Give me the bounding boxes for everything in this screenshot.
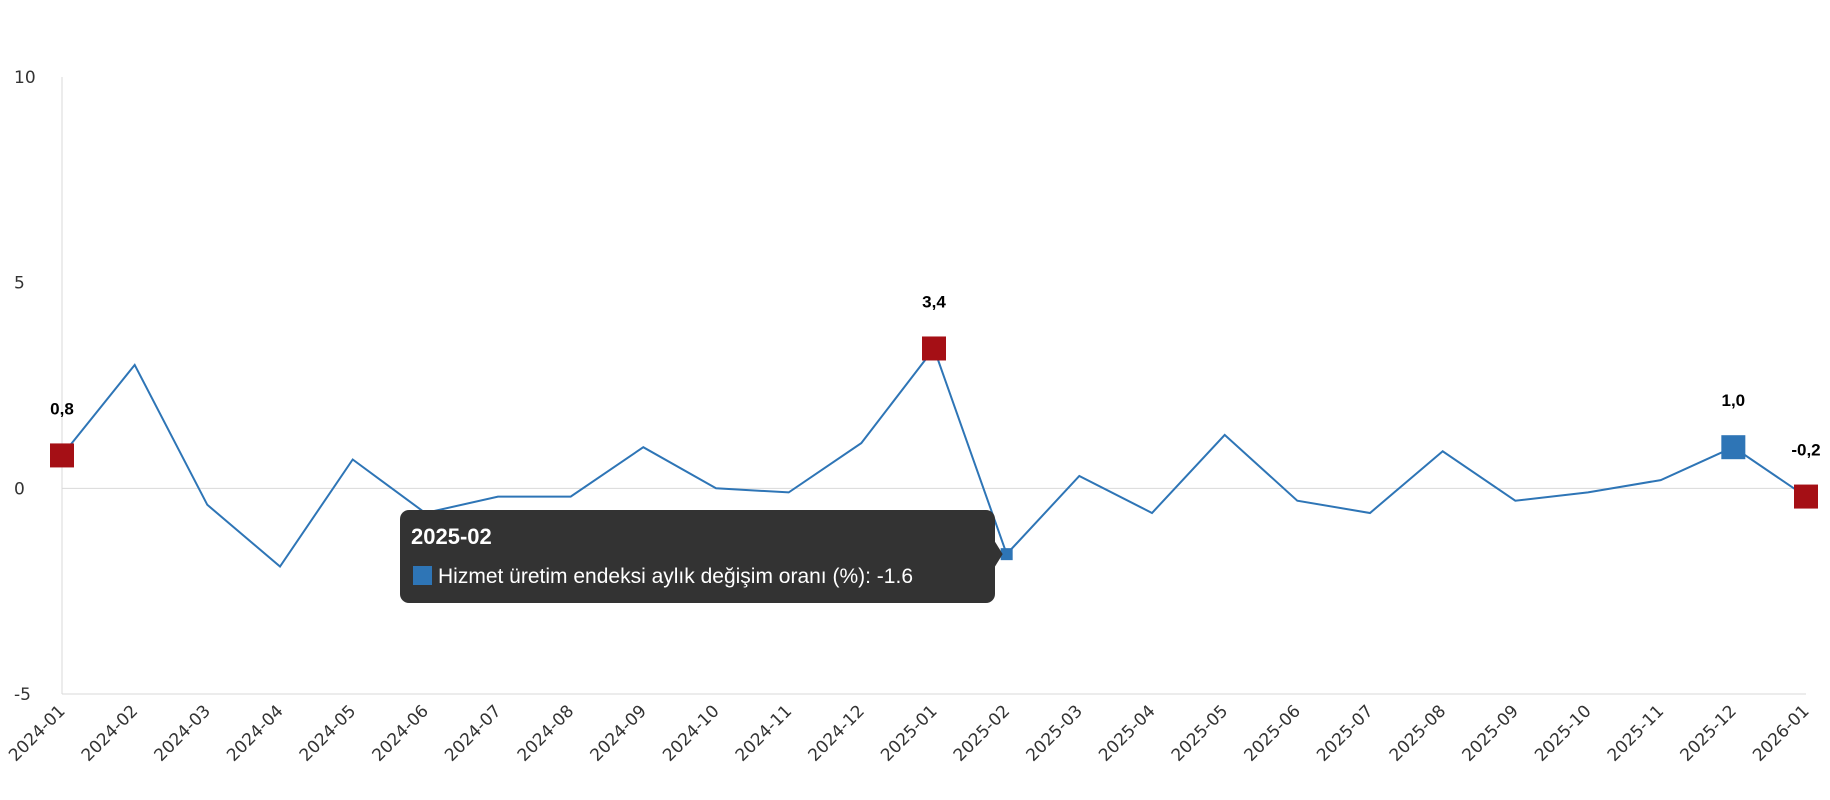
highlight-marker [922, 336, 946, 361]
tooltip: 2025-02 Hizmet üretim endeksi aylık değiş… [400, 510, 1003, 603]
data-point [641, 445, 645, 449]
x-tick-label: 2025-04 [1095, 701, 1159, 765]
x-tick-label: 2025-11 [1604, 701, 1668, 765]
x-axis-ticks: 2024-01 2024-02 2024-03 2024-04 2024-05 2024-… [5, 701, 1813, 765]
highlight-marker [1794, 484, 1818, 509]
data-point [1295, 499, 1299, 503]
y-tick-label: 0 [14, 479, 25, 499]
tooltip-legend-swatch [413, 566, 432, 585]
tooltip-text: Hizmet üretim endeksi aylık değişim oran… [438, 565, 913, 588]
x-tick-label: 2024-01 [5, 701, 69, 765]
x-tick-label: 2025-01 [877, 701, 941, 765]
data-label: 0,8 [50, 399, 74, 418]
axes [61, 77, 1806, 695]
y-tick-label: -5 [14, 685, 31, 705]
x-tick-label: 2025-07 [1313, 701, 1377, 765]
data-point [351, 458, 355, 462]
x-tick-label: 2024-08 [514, 701, 578, 765]
x-tick-label: 2024-04 [223, 701, 287, 765]
data-point [1223, 433, 1227, 437]
data-point [1441, 449, 1445, 453]
data-point [205, 503, 209, 507]
x-tick-label: 2025-10 [1531, 701, 1595, 765]
data-point [714, 486, 718, 490]
x-tick-label: 2024-09 [587, 701, 651, 765]
y-tick-label: 5 [14, 274, 25, 294]
x-tick-label: 2025-08 [1386, 701, 1450, 765]
data-label: 1,0 [1722, 391, 1746, 410]
x-tick-label: 2024-02 [78, 701, 142, 765]
data-point [1077, 474, 1081, 478]
x-tick-label: 2025-12 [1677, 701, 1741, 765]
data-point [859, 441, 863, 445]
x-tick-label: 2024-05 [296, 701, 360, 765]
x-tick-label: 2024-10 [659, 701, 723, 765]
x-tick-label: 2025-05 [1168, 701, 1232, 765]
data-labels: 0,8 3,4 1,0 -0,2 [50, 292, 1820, 459]
y-tick-label: 10 [14, 68, 36, 88]
x-tick-label: 2024-11 [732, 701, 796, 765]
x-tick-label: 2024-12 [805, 701, 869, 765]
x-tick-label: 2025-02 [950, 701, 1014, 765]
highlight-marker [1721, 435, 1746, 460]
data-point [278, 564, 282, 568]
data-point [496, 495, 500, 499]
data-label: 3,4 [922, 292, 946, 311]
hover-marker [1000, 548, 1013, 561]
data-point [1368, 511, 1372, 515]
x-tick-label: 2025-03 [1023, 701, 1087, 765]
x-tick-label: 2024-06 [369, 701, 433, 765]
x-tick-label: 2024-03 [151, 701, 215, 765]
x-tick-label: 2026-01 [1749, 701, 1813, 765]
data-point [1586, 490, 1590, 494]
tooltip-arrow [994, 540, 1003, 569]
tooltip-title: 2025-02 [411, 524, 492, 549]
data-point [1513, 499, 1517, 503]
tooltip-box [400, 510, 995, 603]
data-point [1150, 511, 1154, 515]
x-tick-label: 2025-06 [1241, 701, 1305, 765]
data-point [569, 495, 573, 499]
highlight-marker [50, 443, 74, 468]
y-axis-ticks: 10 5 0 -5 [14, 68, 36, 705]
markers [50, 336, 1818, 561]
x-tick-label: 2025-09 [1459, 701, 1523, 765]
data-label: -0,2 [1791, 441, 1820, 460]
data-point [1659, 478, 1663, 482]
data-point [787, 490, 791, 494]
data-point [133, 363, 137, 367]
x-tick-label: 2024-07 [441, 701, 505, 765]
